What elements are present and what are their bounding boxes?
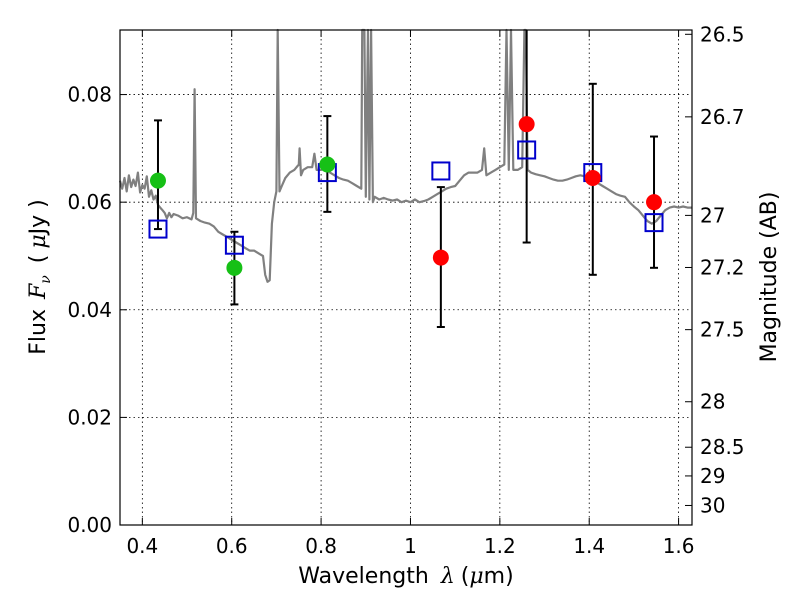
photometry-point bbox=[646, 194, 663, 211]
x-tick-label: 1.6 bbox=[663, 534, 695, 558]
x-tick-label: 0.4 bbox=[126, 534, 158, 558]
mag-tick-label: 28 bbox=[700, 390, 725, 414]
photometry-point bbox=[149, 172, 166, 189]
marker-layer bbox=[148, 116, 664, 276]
y-tick-label: 0.04 bbox=[67, 298, 112, 322]
mag-tick-label: 27.2 bbox=[700, 255, 745, 279]
x-tick-label: 1.4 bbox=[573, 534, 605, 558]
model-square-marker bbox=[431, 161, 451, 181]
mag-tick-label: 26.7 bbox=[700, 105, 745, 129]
y-tick-label: 0.06 bbox=[67, 190, 112, 214]
x-tick-label: 0.8 bbox=[305, 534, 337, 558]
mag-tick-label: 28.5 bbox=[700, 435, 745, 459]
x-tick-label: 1 bbox=[404, 534, 417, 558]
x-tick-label: 1.2 bbox=[484, 534, 516, 558]
y-tick-label: 0.02 bbox=[67, 405, 112, 429]
photometry-point bbox=[226, 259, 243, 276]
model-square-marker bbox=[644, 213, 664, 233]
tick-layer: 0.4 0.6 0.8 1 1.2 1.4 1.6 0.00 0.02 0.04 0.06 0.08 2… bbox=[67, 22, 744, 558]
model-square-marker bbox=[517, 140, 537, 160]
photometry-point bbox=[584, 169, 601, 186]
mag-tick-label: 27 bbox=[700, 203, 725, 227]
model-square-marker bbox=[224, 235, 244, 255]
mag-tick-label: 27.5 bbox=[700, 318, 745, 342]
photometry-point bbox=[518, 116, 535, 133]
model-square-marker bbox=[148, 219, 168, 239]
photometry-point bbox=[432, 249, 449, 266]
errorbar-layer bbox=[153, 30, 659, 328]
x-axis-label: Wavelength λ (μm) bbox=[298, 564, 513, 589]
x-tick-label: 0.6 bbox=[216, 534, 248, 558]
y-tick-label: 0.08 bbox=[67, 83, 112, 107]
mag-tick-label: 26.5 bbox=[700, 22, 745, 46]
spectrum-layer bbox=[118, 28, 692, 283]
grid-layer bbox=[120, 30, 692, 525]
mag-tick-label: 30 bbox=[700, 493, 725, 517]
plot-frame bbox=[119, 29, 693, 526]
y-axis-label: FluxFν(μJy ) bbox=[26, 199, 54, 355]
spectrum-line bbox=[118, 28, 692, 283]
y-tick-label: 0.00 bbox=[67, 513, 112, 537]
photometry-point bbox=[319, 156, 336, 173]
mag-tick-label: 29 bbox=[700, 464, 725, 488]
y-axis-right-label: Magnitude (AB) bbox=[757, 192, 782, 363]
